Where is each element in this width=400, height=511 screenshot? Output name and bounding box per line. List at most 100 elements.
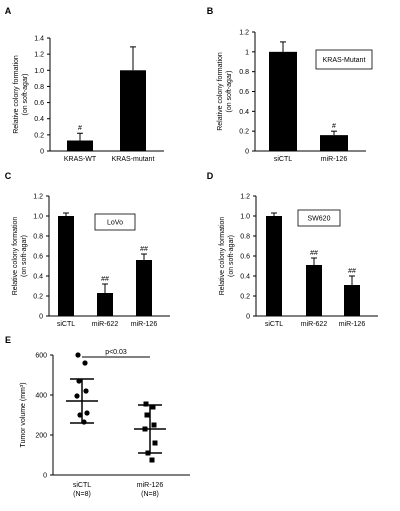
bar: [97, 293, 113, 316]
panel-d: D 0 0.2 0.4 0.6 0.8 1.0 1.2 Relative colony for…: [207, 171, 378, 328]
y-tick-label: 0: [39, 314, 43, 321]
data-point: [82, 360, 88, 366]
category-label: miR-126: [131, 321, 158, 328]
panel-c-plot: 0 0.2 0.4 0.6 0.8 1.0 1.2 Relative colony forma…: [12, 194, 170, 328]
y-tick-label: 1.0: [33, 214, 43, 221]
y-tick-label: 0.8: [239, 69, 249, 76]
y-tick-label: 400: [35, 393, 47, 400]
legend-box: [297, 209, 341, 227]
data-point: [77, 412, 83, 418]
bar: [269, 51, 297, 152]
legend-label: SW620: [308, 216, 331, 223]
y-tick-label: 1.2: [34, 52, 44, 59]
data-point: [144, 412, 150, 418]
data-point: [149, 457, 155, 463]
panel-letter-e: E: [5, 335, 11, 345]
y-tick-label: 0: [43, 473, 47, 480]
data-point: [143, 401, 149, 407]
category-label: miR-622: [92, 321, 119, 328]
bar: [136, 260, 152, 316]
significance-mark: #: [332, 123, 336, 130]
panel-b: B 0 0.2 0.4 0.6 0.8 1 1.2 Relative colony forma…: [207, 6, 373, 163]
data-point: [81, 419, 87, 425]
y-axis-title: Tumor volume (mm³): [20, 382, 27, 447]
category-label: miR-622: [301, 321, 328, 328]
category-label: (N=8): [141, 491, 159, 498]
y-tick-label: 0: [245, 149, 249, 156]
panel-letter-b: B: [207, 6, 214, 16]
bar: [67, 140, 93, 151]
panel-a: A 0 0.2 0.4 0.6 0.8 1.0 1.2 1.4 Relative colony …: [5, 6, 164, 163]
y-tick-label: 1.2: [239, 30, 249, 37]
y-tick-label: 0: [246, 314, 250, 321]
panel-letter-c: C: [5, 171, 12, 181]
panel-d-plot: 0 0.2 0.4 0.6 0.8 1.0 1.2 Relative colony forma…: [219, 194, 378, 328]
panel-e-plot: 0 200 400 600 Tumor volume (mm³) p<0.03 siCTL (…: [20, 349, 190, 498]
category-label: miR-126: [321, 156, 348, 163]
data-point: [151, 422, 157, 428]
y-tick-label: 1.4: [34, 36, 44, 43]
y-tick-label: 0: [40, 149, 44, 156]
y-tick-label: 0.2: [33, 294, 43, 301]
y-tick-label: 0.6: [33, 254, 43, 261]
bar: [344, 285, 360, 316]
y-axis-title: (on soft-agar): [226, 70, 233, 112]
significance-mark: ##: [101, 276, 109, 283]
y-tick-label: 0.6: [239, 89, 249, 96]
panel-c: C 0 0.2 0.4 0.6 0.8 1.0 1.2 Relative colony for…: [5, 171, 170, 328]
bar: [306, 265, 322, 316]
category-label: siCTL: [274, 156, 292, 163]
category-label: siCTL: [73, 482, 91, 489]
data-point: [75, 352, 81, 358]
data-point: [84, 410, 90, 416]
y-tick-label: 1.2: [240, 194, 250, 201]
category-label: siCTL: [57, 321, 75, 328]
y-axis-title: (on soft-agar): [228, 235, 235, 277]
y-tick-label: 0.8: [33, 234, 43, 241]
panel-letter-d: D: [207, 171, 214, 181]
data-point: [74, 393, 80, 399]
y-tick-label: 200: [35, 433, 47, 440]
data-point: [150, 404, 156, 410]
y-axis-title: Relative colony formation: [12, 217, 19, 296]
y-tick-label: 1.2: [33, 194, 43, 201]
data-point: [83, 388, 89, 394]
significance-mark: ##: [348, 268, 356, 275]
y-tick-label: 0.4: [240, 274, 250, 281]
y-tick-label: 1: [245, 49, 249, 56]
y-tick-label: 0.8: [34, 84, 44, 91]
data-point: [76, 378, 82, 384]
p-value-annotation: p<0.03: [105, 349, 127, 356]
y-tick-label: 600: [35, 353, 47, 360]
y-tick-label: 1.0: [34, 68, 44, 75]
y-tick-label: 0.8: [240, 234, 250, 241]
y-axis-title: Relative colony formation: [219, 217, 226, 296]
category-label: (N=8): [73, 491, 91, 498]
y-tick-label: 1.0: [240, 214, 250, 221]
significance-mark: #: [78, 125, 82, 132]
y-tick-label: 0.2: [240, 294, 250, 301]
significance-mark: ##: [140, 246, 148, 253]
legend-box: [94, 213, 136, 231]
y-tick-label: 0.2: [34, 132, 44, 139]
bar: [120, 70, 146, 151]
y-tick-label: 0.6: [34, 100, 44, 107]
category-label: miR-126: [339, 321, 366, 328]
legend-label: LoVo: [107, 220, 123, 227]
category-label: KRAS-WT: [64, 156, 97, 163]
significance-mark: ##: [310, 250, 318, 257]
y-tick-label: 0.6: [240, 254, 250, 261]
y-tick-label: 0.4: [33, 274, 43, 281]
y-tick-label: 0.4: [239, 109, 249, 116]
panel-a-plot: 0 0.2 0.4 0.6 0.8 1.0 1.2 1.4 Relative colony fo…: [13, 36, 164, 163]
legend-box: [315, 49, 373, 70]
data-point: [142, 426, 148, 432]
y-tick-label: 0.2: [239, 129, 249, 136]
y-tick-label: 0.4: [34, 116, 44, 123]
bar: [58, 216, 74, 316]
data-point: [145, 450, 151, 456]
bar: [266, 216, 282, 316]
legend-label: KRAS-Mutant: [323, 57, 366, 64]
panel-letter-a: A: [5, 6, 12, 16]
